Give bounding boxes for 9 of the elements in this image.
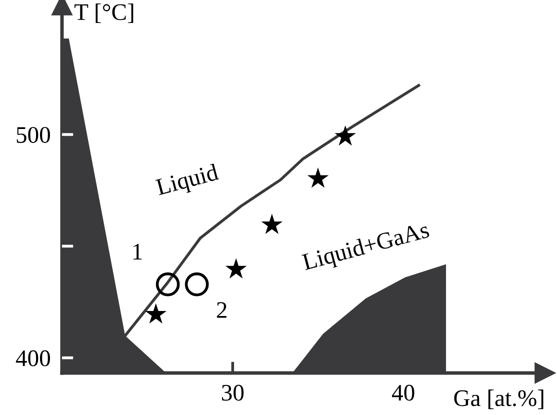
y-tick-label: 500 [16,127,50,143]
y-tick-label: 400 [16,350,50,366]
annotation: 2 [216,302,226,318]
x-tick-label: 30 [222,384,244,401]
x-axis-title: Ga [at.%] [454,390,544,410]
y-axis-title: T [°C] [74,3,134,24]
x-tick-label: 40 [392,384,414,401]
annotation: 1 [133,244,142,260]
annotation: Liquid [155,163,220,200]
